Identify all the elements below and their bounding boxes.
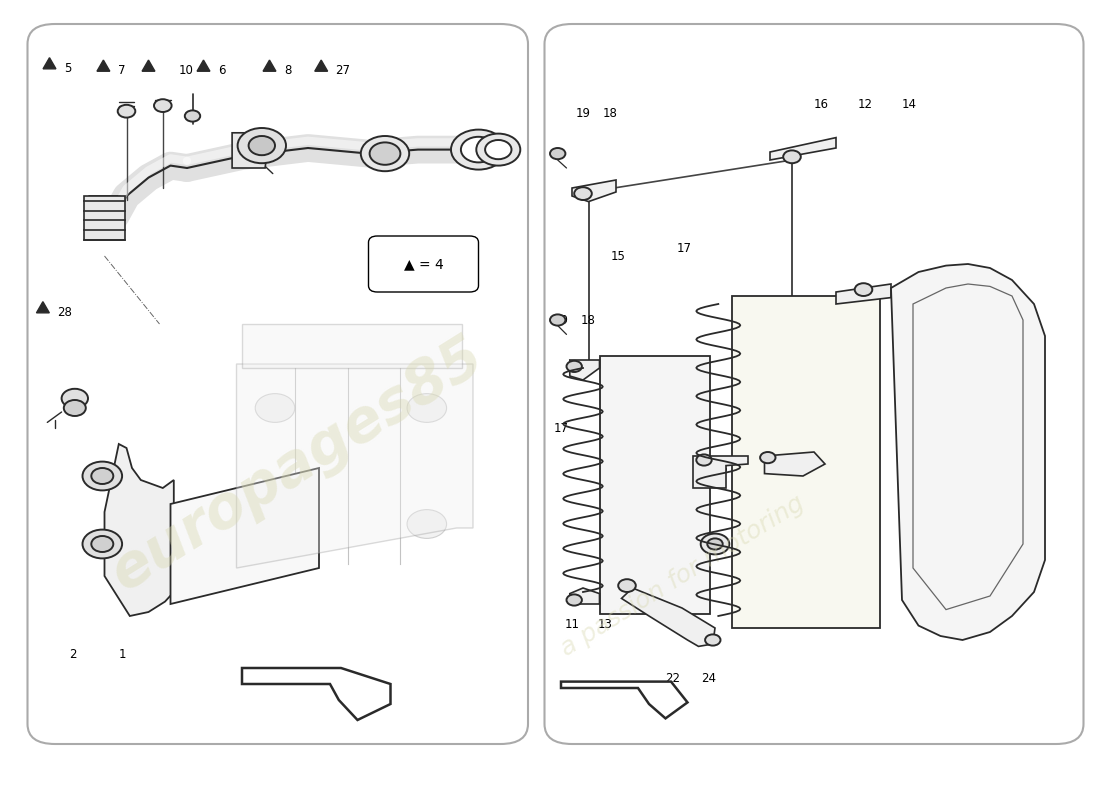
- Circle shape: [566, 361, 582, 372]
- Circle shape: [783, 150, 801, 163]
- Polygon shape: [236, 364, 473, 568]
- Text: 6: 6: [218, 64, 226, 77]
- Circle shape: [238, 128, 286, 163]
- Text: 20: 20: [676, 579, 692, 592]
- Polygon shape: [570, 588, 600, 604]
- Circle shape: [855, 283, 872, 296]
- Circle shape: [461, 137, 496, 162]
- Polygon shape: [570, 360, 600, 380]
- Polygon shape: [764, 452, 825, 476]
- Text: 13: 13: [597, 618, 613, 630]
- Polygon shape: [232, 133, 270, 168]
- Circle shape: [361, 136, 409, 171]
- Circle shape: [64, 400, 86, 416]
- Text: 19: 19: [575, 107, 591, 120]
- Circle shape: [249, 136, 275, 155]
- Text: 17: 17: [553, 422, 569, 434]
- Text: 2: 2: [69, 648, 77, 661]
- Polygon shape: [836, 284, 891, 304]
- Polygon shape: [104, 444, 174, 616]
- Text: a passion for motoring: a passion for motoring: [556, 491, 808, 661]
- Polygon shape: [142, 60, 155, 71]
- Text: 24: 24: [701, 672, 716, 685]
- Circle shape: [701, 534, 729, 554]
- Polygon shape: [36, 302, 50, 313]
- Text: 22: 22: [666, 672, 681, 685]
- Text: 15: 15: [610, 250, 626, 262]
- Text: ▲ = 4: ▲ = 4: [404, 257, 443, 271]
- Polygon shape: [770, 138, 836, 160]
- Circle shape: [91, 536, 113, 552]
- Polygon shape: [197, 60, 210, 71]
- Circle shape: [696, 454, 712, 466]
- Text: 12: 12: [858, 98, 873, 110]
- Circle shape: [82, 530, 122, 558]
- Circle shape: [62, 389, 88, 408]
- Circle shape: [707, 538, 723, 550]
- Text: 11: 11: [564, 618, 580, 630]
- Text: 8: 8: [284, 64, 292, 77]
- Text: 7: 7: [118, 64, 125, 77]
- Circle shape: [566, 594, 582, 606]
- Polygon shape: [600, 356, 710, 614]
- Circle shape: [476, 134, 520, 166]
- Text: 16: 16: [814, 98, 829, 110]
- Polygon shape: [891, 264, 1045, 640]
- Text: 28: 28: [57, 306, 73, 318]
- Circle shape: [574, 187, 592, 200]
- Text: 21: 21: [742, 462, 758, 474]
- Polygon shape: [732, 296, 880, 628]
- Polygon shape: [263, 60, 276, 71]
- Polygon shape: [572, 180, 616, 202]
- Text: 25: 25: [957, 438, 972, 450]
- Circle shape: [618, 579, 636, 592]
- Polygon shape: [693, 456, 748, 488]
- Circle shape: [255, 510, 295, 538]
- Text: 18: 18: [581, 314, 596, 326]
- Circle shape: [550, 314, 565, 326]
- Text: 1: 1: [119, 648, 126, 661]
- Circle shape: [82, 462, 122, 490]
- Circle shape: [154, 99, 172, 112]
- Circle shape: [370, 142, 400, 165]
- Polygon shape: [43, 58, 56, 69]
- Circle shape: [91, 468, 113, 484]
- Polygon shape: [242, 324, 462, 368]
- Circle shape: [451, 130, 506, 170]
- Circle shape: [118, 105, 135, 118]
- Polygon shape: [84, 196, 125, 240]
- Text: 18: 18: [603, 107, 618, 120]
- Text: europages85: europages85: [100, 326, 494, 602]
- Circle shape: [550, 148, 565, 159]
- Text: 5: 5: [64, 62, 72, 74]
- Circle shape: [407, 394, 447, 422]
- Polygon shape: [315, 60, 328, 71]
- Text: 27: 27: [336, 64, 351, 77]
- Polygon shape: [97, 60, 110, 71]
- Text: 14: 14: [902, 98, 917, 110]
- Polygon shape: [621, 588, 715, 646]
- Text: 10: 10: [178, 64, 194, 77]
- Text: 19: 19: [553, 314, 569, 326]
- Text: 26: 26: [773, 462, 789, 474]
- Circle shape: [255, 394, 295, 422]
- Text: 23: 23: [713, 462, 728, 474]
- Text: 23: 23: [647, 579, 662, 592]
- Circle shape: [485, 140, 512, 159]
- Circle shape: [185, 110, 200, 122]
- Polygon shape: [170, 468, 319, 604]
- Circle shape: [760, 452, 775, 463]
- Text: 3: 3: [72, 402, 79, 414]
- Circle shape: [407, 510, 447, 538]
- Text: 17: 17: [676, 242, 692, 254]
- Circle shape: [705, 634, 720, 646]
